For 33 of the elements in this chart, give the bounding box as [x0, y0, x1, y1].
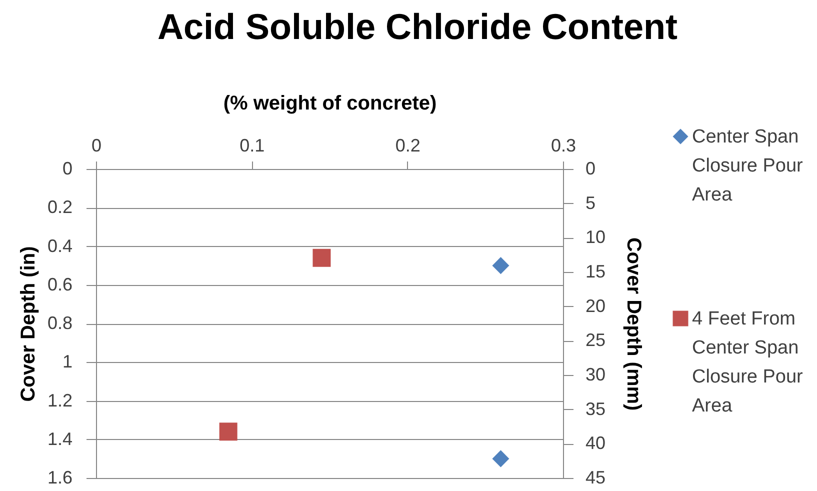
legend-label: Center Span Closure Pour Area	[692, 126, 804, 206]
point	[492, 450, 510, 468]
y-axis-title: Cover Depth (in)	[17, 246, 40, 402]
y2-axis-title: Cover Depth (mm)	[622, 237, 645, 411]
point	[219, 422, 238, 441]
y2-tick-label: 5	[586, 192, 596, 213]
chart-title: Acid Soluble Chloride Content	[158, 6, 678, 47]
point	[492, 257, 510, 274]
y2-tick-label: 20	[586, 296, 606, 316]
y-tick-label: 1	[62, 352, 72, 372]
y-tick-label: 1.4	[47, 428, 72, 449]
x-tick-label: 0.3	[550, 136, 576, 156]
x-axis-title: (% weight of concrete)	[223, 92, 437, 114]
y2-tick-label: 45	[586, 468, 606, 488]
y-tick-label: 0.8	[47, 313, 72, 333]
y2-tick-label: 25	[586, 330, 606, 350]
y2-tick-label: 0	[586, 158, 596, 178]
y-tick-label: 1.6	[47, 468, 72, 488]
legend-label: 4 Feet From Center Span Closure Pour Area	[692, 308, 804, 416]
y2-tick-label: 30	[586, 364, 606, 384]
y2-tick-label: 35	[586, 398, 606, 419]
y-tick-label: 0.6	[47, 274, 72, 294]
y2-tick-label: 15	[586, 262, 606, 282]
y-tick-label: 0.2	[47, 197, 72, 218]
point	[312, 248, 331, 267]
y-tick-label: 1.2	[47, 390, 72, 410]
y2-tick-label: 10	[586, 227, 606, 248]
x-tick-label: 0	[91, 136, 102, 156]
y2-tick-label: 40	[586, 433, 606, 454]
y-tick-label: 0	[62, 158, 72, 178]
x-tick-label: 0.2	[395, 136, 420, 156]
x-tick-label: 0.1	[240, 136, 265, 156]
y-tick-label: 0.4	[47, 236, 72, 256]
